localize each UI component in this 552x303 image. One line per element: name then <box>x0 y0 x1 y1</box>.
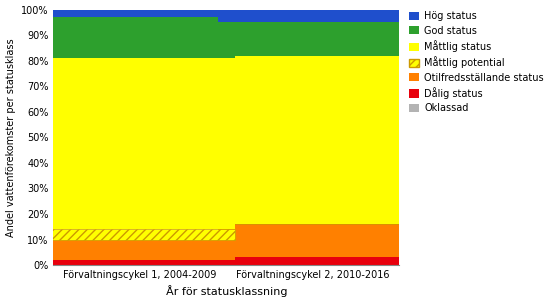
Bar <box>45 240 235 260</box>
Bar <box>217 258 408 265</box>
Bar <box>217 55 408 224</box>
Bar <box>45 10 235 17</box>
X-axis label: År för statusklassning: År för statusklassning <box>166 285 287 298</box>
Bar <box>217 22 408 55</box>
Bar <box>45 58 235 229</box>
Bar <box>45 260 235 265</box>
Bar <box>45 229 235 240</box>
Bar <box>45 17 235 58</box>
Y-axis label: Andel vattenförekomster per statusklass: Andel vattenförekomster per statusklass <box>6 38 15 237</box>
Bar <box>217 10 408 22</box>
Legend: Hög status, God status, Måttlig status, Måttlig potential, Otilfredsställande st: Hög status, God status, Måttlig status, … <box>407 9 545 115</box>
Bar <box>217 224 408 258</box>
